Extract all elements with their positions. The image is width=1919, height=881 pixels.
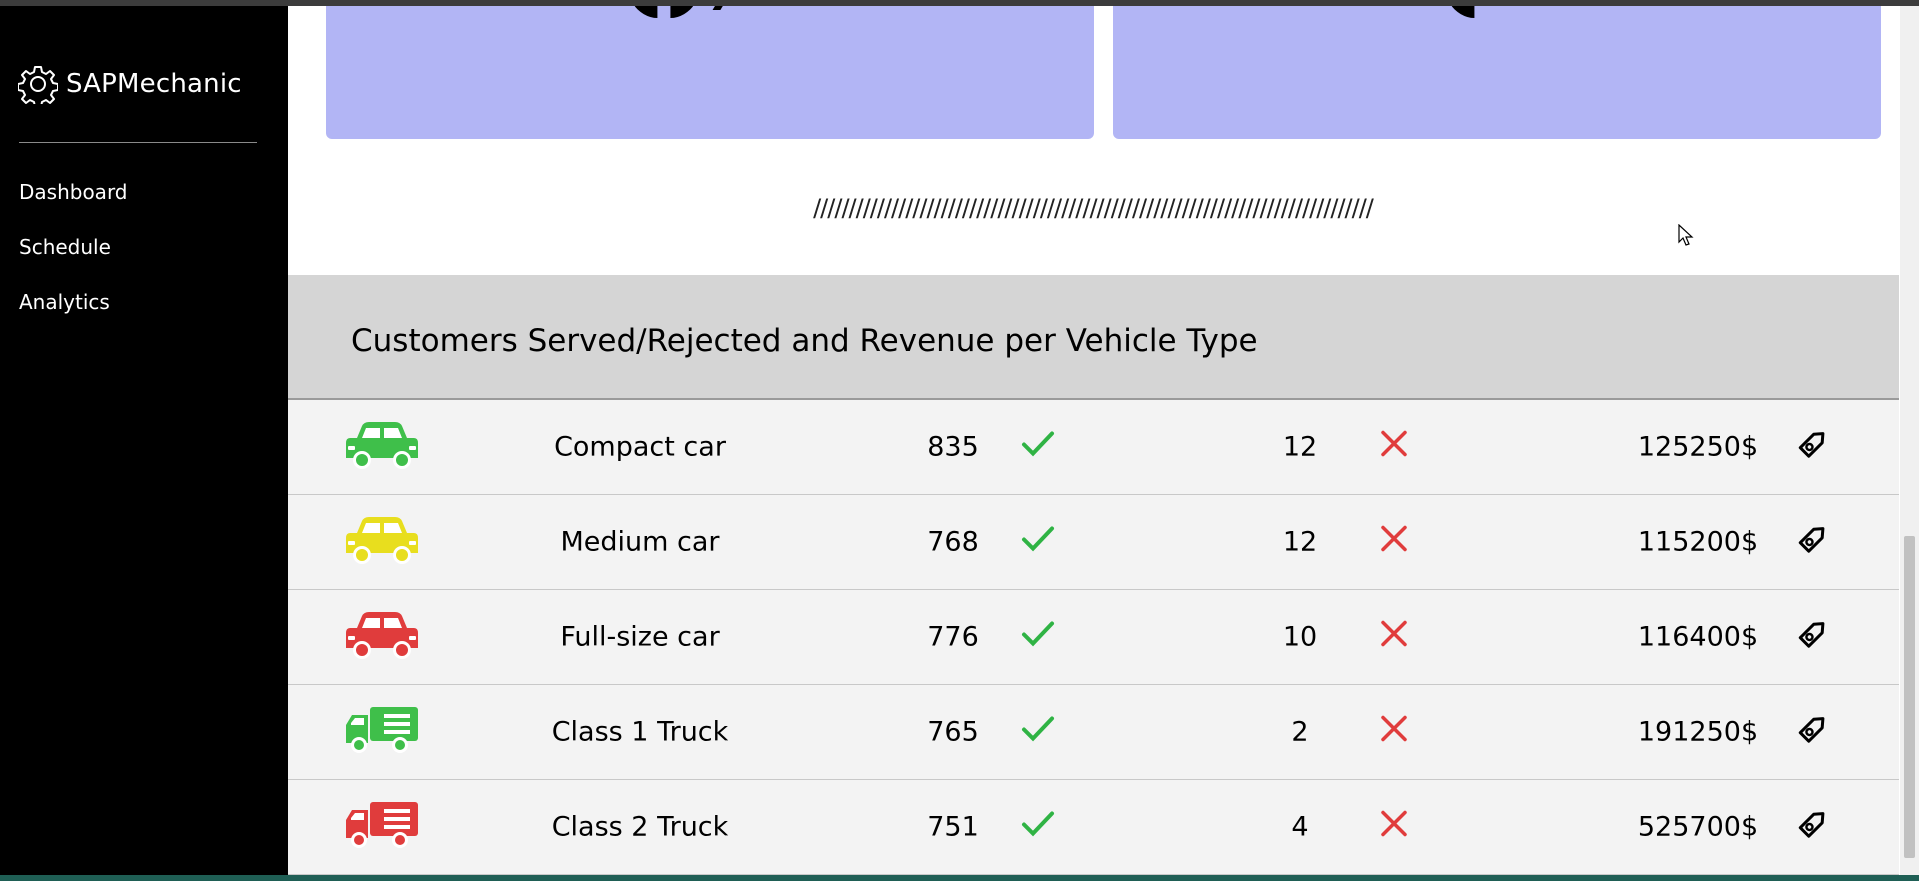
truck-icon [344, 705, 420, 759]
gear-icon [18, 66, 58, 104]
served-count: 751 [927, 811, 979, 843]
price-tag-icon [1796, 807, 1830, 848]
check-icon [1021, 810, 1055, 845]
cross-icon [1380, 715, 1408, 750]
revenue-value: 191250$ [1637, 716, 1759, 748]
served-count: 835 [927, 431, 979, 463]
sidebar-item-dashboard[interactable]: Dashboard [19, 180, 128, 204]
price-tag-icon [1796, 522, 1830, 563]
vehicle-type: Compact car [554, 431, 726, 463]
served-count: 768 [927, 526, 979, 558]
stat-card-left: ◖◗ ⁄ [326, 6, 1094, 139]
table-row: Class 2 Truck 751 4 525700$ [288, 780, 1899, 875]
vehicle-type: Class 2 Truck [551, 811, 729, 843]
served-count: 776 [927, 621, 979, 653]
vehicle-type: Full-size car [560, 621, 720, 653]
section-header: Customers Served/Rejected and Revenue pe… [288, 275, 1899, 400]
rejected-count: 10 [1282, 621, 1318, 653]
car-icon [344, 515, 420, 569]
section-title: Customers Served/Rejected and Revenue pe… [351, 323, 1258, 359]
sidebar-item-schedule[interactable]: Schedule [19, 235, 111, 259]
vehicle-type: Class 1 Truck [551, 716, 729, 748]
price-tag-icon [1796, 617, 1830, 658]
vehicle-table: Compact car 835 12 125250$ Medium car 768 12 11… [288, 400, 1899, 875]
vehicle-type: Medium car [560, 526, 720, 558]
table-row: Compact car 835 12 125250$ [288, 400, 1899, 495]
table-row: Full-size car 776 10 116400$ [288, 590, 1899, 685]
brand-name: SAPMechanic [66, 69, 242, 99]
rejected-count: 2 [1291, 716, 1309, 748]
check-icon [1021, 430, 1055, 465]
price-tag-icon [1796, 427, 1830, 468]
cross-icon [1380, 620, 1408, 655]
main-content: ◖◗ ⁄ ◖ /////////////////////////////////… [288, 6, 1899, 875]
car-icon [344, 610, 420, 664]
stat-card-right-value-fragment: ◖ [1443, 6, 1481, 26]
served-count: 765 [927, 716, 979, 748]
revenue-value: 125250$ [1637, 431, 1759, 463]
taskbar-strip [0, 875, 1919, 881]
stat-card-right: ◖ [1113, 6, 1881, 139]
rejected-count: 12 [1282, 431, 1318, 463]
car-icon [344, 420, 420, 474]
truck-icon [344, 800, 420, 854]
sidebar-item-analytics[interactable]: Analytics [19, 290, 110, 314]
cross-icon [1380, 810, 1408, 845]
scrollbar[interactable] [1900, 6, 1919, 875]
sidebar: SAPMechanic Dashboard Schedule Analytics [0, 6, 288, 875]
stat-card-left-value-fragment: ◖◗ ⁄ [626, 6, 739, 26]
rejected-count: 12 [1282, 526, 1318, 558]
check-icon [1021, 620, 1055, 655]
revenue-value: 525700$ [1637, 811, 1759, 843]
price-tag-icon [1796, 712, 1830, 753]
decorative-divider: ////////////////////////////////////////… [813, 194, 1374, 222]
rejected-count: 4 [1291, 811, 1309, 843]
cross-icon [1380, 430, 1408, 465]
revenue-value: 115200$ [1637, 526, 1759, 558]
window-top-border [0, 0, 1919, 6]
check-icon [1021, 715, 1055, 750]
table-row: Medium car 768 12 115200$ [288, 495, 1899, 590]
cross-icon [1380, 525, 1408, 560]
scrollbar-thumb[interactable] [1904, 536, 1915, 858]
revenue-value: 116400$ [1637, 621, 1759, 653]
table-row: Class 1 Truck 765 2 191250$ [288, 685, 1899, 780]
mouse-cursor-icon [1678, 224, 1694, 246]
brand[interactable]: SAPMechanic [18, 64, 242, 104]
check-icon [1021, 525, 1055, 560]
sidebar-divider [19, 142, 257, 143]
